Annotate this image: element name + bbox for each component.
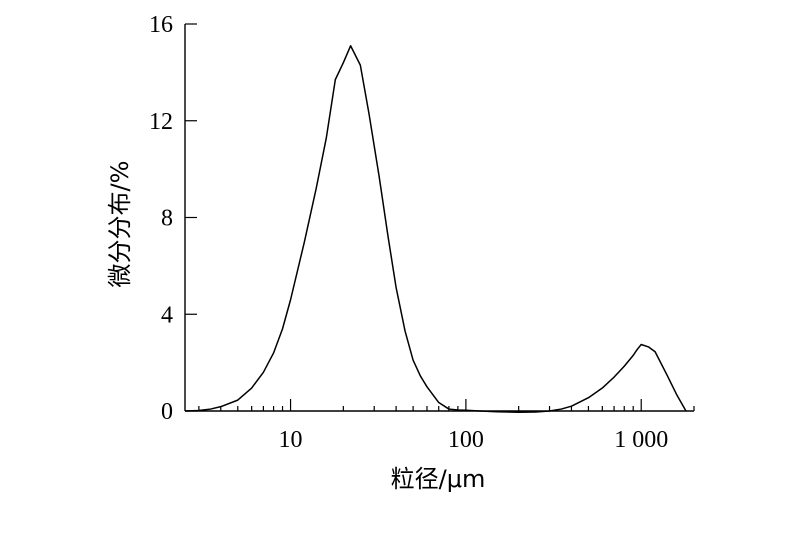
series-points [184, 45, 687, 413]
x-tick-label: 1 000 [614, 427, 668, 453]
y-tick-label: 0 [161, 399, 173, 425]
x-tick-label: 10 [279, 427, 303, 453]
x-axis: 10 100 1 000 [185, 399, 695, 453]
series-line [184, 45, 687, 413]
x-axis-title: 粒径/μm [391, 465, 486, 493]
x-ticks: 10 100 1 000 [198, 399, 695, 453]
y-axis: 0 4 8 12 16 [149, 12, 197, 425]
y-axis-title: 微分分布/% [106, 161, 134, 288]
y-tick-label: 16 [149, 12, 173, 38]
x-tick-label: 100 [448, 427, 484, 453]
y-ticks: 0 4 8 12 16 [149, 12, 197, 425]
y-tick-label: 8 [161, 206, 173, 232]
y-tick-label: 12 [149, 109, 173, 135]
y-tick-label: 4 [161, 302, 173, 328]
